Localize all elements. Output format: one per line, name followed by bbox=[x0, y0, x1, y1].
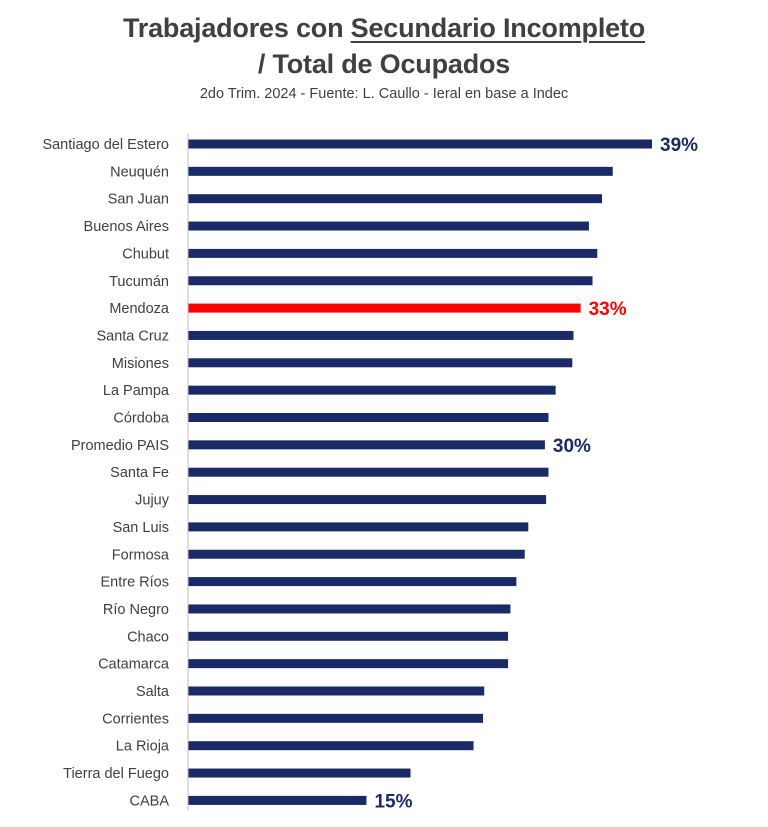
category-label-la-pampa: La Pampa bbox=[103, 383, 170, 399]
bar-caba bbox=[188, 795, 367, 805]
bar-buenos-aires bbox=[188, 221, 589, 231]
bar-tierra-del-fuego bbox=[188, 768, 411, 778]
bar-formosa bbox=[188, 549, 525, 559]
bar-group bbox=[188, 139, 652, 805]
bar-corrientes bbox=[188, 713, 484, 723]
category-label-chaco: Chaco bbox=[127, 629, 169, 645]
category-label-promedio-pais: Promedio PAIS bbox=[71, 438, 169, 454]
category-label-caba: CABA bbox=[130, 793, 170, 809]
bar-chubut bbox=[188, 248, 598, 258]
category-label-neuquen: Neuquén bbox=[110, 164, 169, 180]
data-label-mendoza: 33% bbox=[589, 299, 627, 320]
data-label-caba: 15% bbox=[374, 791, 412, 812]
category-label-santa-cruz: Santa Cruz bbox=[96, 328, 169, 344]
bar-santiago-del-estero bbox=[188, 139, 652, 149]
chart-title-underlined: Secundario Incompleto bbox=[350, 13, 646, 43]
category-label-santiago-del-estero: Santiago del Estero bbox=[42, 137, 169, 153]
chart-subtitle: 2do Trim. 2024 - Fuente: L. Caullo - Ier… bbox=[199, 86, 569, 102]
bar-promedio-pais bbox=[188, 440, 545, 450]
chart-title-block: Trabajadores con Secundario Incompleto /… bbox=[0, 10, 768, 104]
category-label-rio-negro: Río Negro bbox=[103, 602, 169, 618]
category-label-buenos-aires: Buenos Aires bbox=[84, 219, 169, 235]
category-label-corrientes: Corrientes bbox=[102, 711, 169, 727]
category-label-salta: Salta bbox=[136, 684, 170, 700]
category-label-la-rioja: La Rioja bbox=[116, 739, 170, 755]
bar-santa-cruz bbox=[188, 330, 574, 340]
category-label-mendoza: Mendoza bbox=[109, 301, 170, 317]
bar-la-pampa bbox=[188, 385, 556, 395]
chart-title-line-1: Trabajadores con Secundario Incompleto bbox=[0, 10, 768, 46]
bar-misiones bbox=[188, 358, 573, 368]
bar-rio-negro bbox=[188, 604, 511, 614]
category-label-group: Santiago del Estero Neuquén San Juan Buenos… bbox=[42, 137, 169, 809]
bar-entre-rios bbox=[188, 577, 517, 587]
bar-san-juan bbox=[188, 194, 603, 204]
chart-title-prefix: Trabajadores con bbox=[122, 13, 351, 43]
bar-santa-fe bbox=[188, 467, 549, 477]
bar-tucuman bbox=[188, 276, 593, 286]
category-label-cordoba: Córdoba bbox=[113, 411, 170, 427]
category-label-catamarca: Catamarca bbox=[98, 657, 170, 673]
bar-san-luis bbox=[188, 522, 529, 532]
category-label-santa-fe: Santa Fe bbox=[110, 465, 169, 481]
category-label-entre-rios: Entre Ríos bbox=[101, 575, 170, 591]
data-label-group: 39% 33% 30% 15% bbox=[374, 135, 698, 812]
category-label-misiones: Misiones bbox=[112, 356, 169, 372]
data-label-promedio-pais: 30% bbox=[553, 436, 591, 457]
category-label-formosa: Formosa bbox=[112, 547, 170, 563]
bar-chaco bbox=[188, 631, 509, 641]
category-label-san-luis: San Luis bbox=[113, 520, 169, 536]
bar-mendoza bbox=[188, 303, 581, 313]
bar-salta bbox=[188, 686, 485, 696]
bar-neuquen bbox=[188, 166, 613, 176]
category-label-chubut: Chubut bbox=[122, 246, 169, 262]
data-label-santiago-del-estero: 39% bbox=[660, 135, 698, 156]
bar-catamarca bbox=[188, 659, 509, 669]
bar-la-rioja bbox=[188, 741, 474, 751]
bar-cordoba bbox=[188, 413, 549, 422]
bar-jujuy bbox=[188, 495, 547, 505]
category-label-jujuy: Jujuy bbox=[135, 493, 170, 509]
category-label-tierra-del-fuego: Tierra del Fuego bbox=[63, 766, 169, 782]
chart-title-line-2: / Total de Ocupados bbox=[257, 49, 511, 79]
category-label-tucuman: Tucumán bbox=[109, 274, 169, 290]
category-label-san-juan: San Juan bbox=[108, 192, 169, 208]
